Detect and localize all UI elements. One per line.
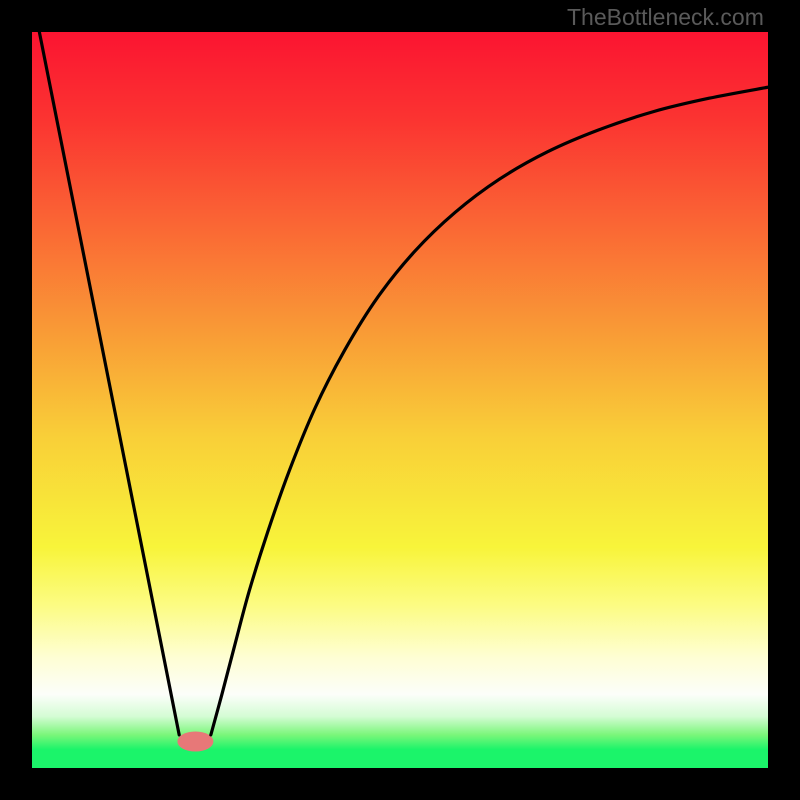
attribution-text: TheBottleneck.com bbox=[567, 4, 764, 31]
optimal-point-marker bbox=[177, 732, 213, 752]
chart-gradient-background bbox=[32, 32, 768, 768]
bottleneck-chart bbox=[0, 0, 800, 800]
